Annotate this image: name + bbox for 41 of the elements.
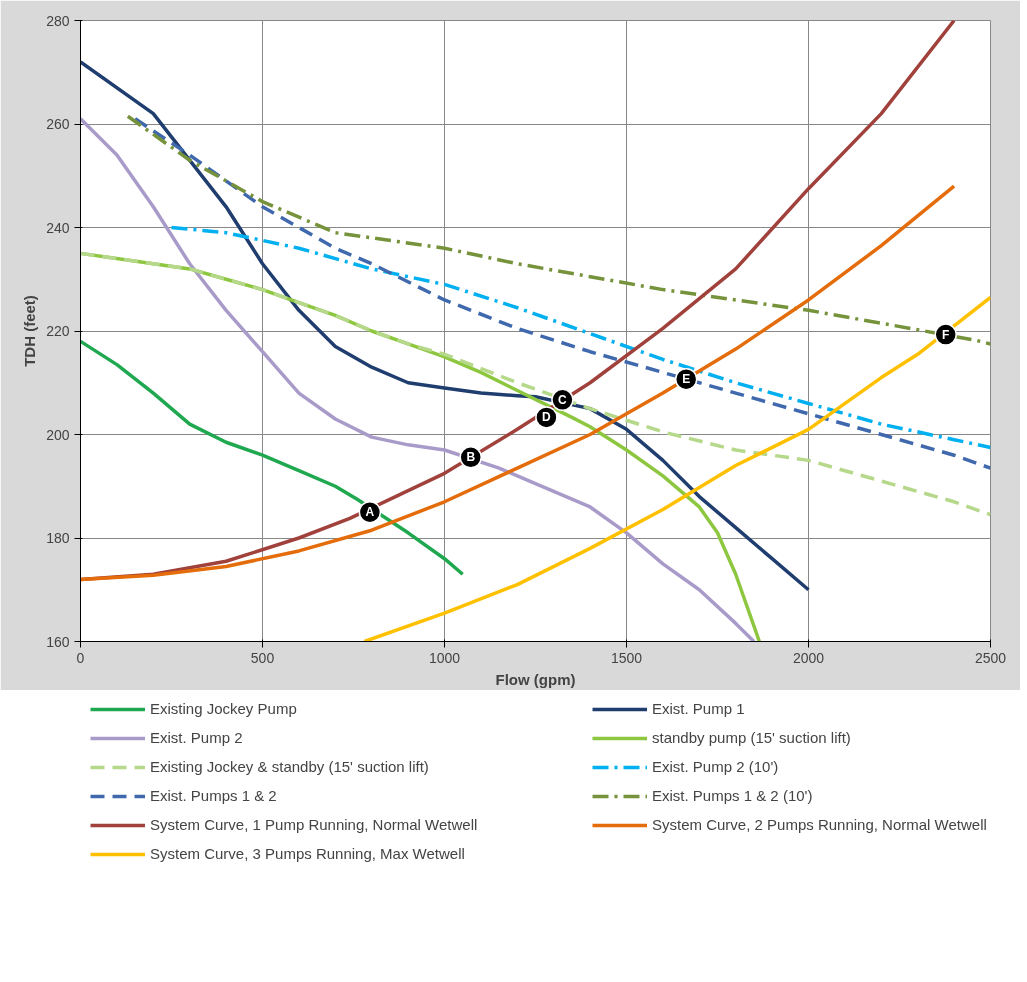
legend-label: Exist. Pump 1 [652,700,746,717]
legend-label: System Curve, 1 Pump Running, Normal Wetwell [150,816,479,833]
x-tick-label: 1500 [610,649,643,666]
line-series [362,295,991,642]
annotation: A [365,505,375,520]
legend-label: Exist. Pumps 1 & 2 (10') [652,787,814,804]
y-tick-label: 280 [46,12,70,29]
line-series [133,117,991,470]
x-tick-label: 2000 [792,649,825,666]
x-tick-label: 500 [250,649,275,666]
y-tick-label: 260 [46,116,70,132]
y-tick-label: 220 [46,323,70,339]
y-tick-label: 240 [46,219,70,236]
x-tick-label: 2500 [974,649,1007,666]
annotation: B [466,450,476,465]
legend-label: Existing Jockey & standby (15' suction lift) [150,758,430,775]
legend-label: System Curve, 3 Pumps Running, Max Wetwell [150,845,466,862]
annotation: F [942,327,950,342]
y-axis-title: TDH (feet) [21,295,39,367]
line-series [80,117,756,642]
annotation: C [558,392,568,407]
annotation: D [542,410,552,425]
y-tick-label: 180 [46,530,70,546]
y-tick-label: 200 [46,426,70,443]
line-series [169,225,991,450]
legend-label: standby pump (15' suction lift) [652,729,852,746]
line-series [80,60,811,592]
line-series [80,251,991,517]
line-series [80,339,465,576]
legend-label: System Curve, 2 Pumps Running, Normal Wetwell [652,816,988,833]
y-tick-label: 160 [46,633,70,650]
legend-label: Exist. Pump 2 (10') [652,758,780,775]
legend-label: Exist. Pump 2 [150,729,244,746]
annotation: E [682,372,691,387]
x-tick-label: 0 [76,649,85,666]
x-tick-label: 1000 [428,649,461,666]
line-series [126,114,991,346]
x-axis-title: Flow (gpm) [495,670,576,688]
line-series [80,184,956,582]
legend-label: Exist. Pumps 1 & 2 [150,787,278,804]
legend-label: Existing Jockey Pump [150,700,298,717]
